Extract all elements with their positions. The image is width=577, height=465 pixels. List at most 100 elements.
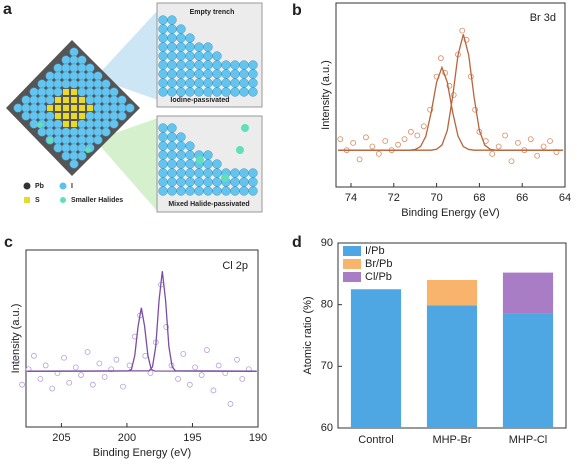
sphere: [176, 141, 186, 151]
sphere: [117, 103, 127, 113]
sphere: [221, 60, 231, 70]
sphere: [37, 87, 47, 97]
bar-segment: [426, 305, 478, 428]
sphere: [37, 79, 47, 89]
sphere: [21, 95, 31, 105]
sphere: [77, 127, 87, 137]
callout-text: Iodine-passivated: [170, 97, 229, 104]
sphere: [69, 79, 79, 89]
sphere: [158, 24, 168, 34]
sphere: [29, 95, 39, 105]
data-point: [101, 374, 108, 380]
data-point: [495, 143, 502, 150]
sulfur: [63, 89, 69, 95]
sphere: [69, 135, 79, 145]
sulfur: [63, 105, 69, 111]
sphere: [61, 151, 71, 161]
spheres: [6, 15, 258, 196]
sphere: [176, 150, 186, 160]
sphere: [53, 135, 63, 145]
sphere: [203, 69, 213, 79]
sphere: [212, 177, 222, 187]
sphere: [167, 69, 177, 79]
legend-icon: [59, 182, 67, 190]
x-tick-label: 70: [430, 192, 442, 204]
sphere: [212, 60, 222, 70]
sphere: [185, 78, 195, 88]
sphere: [203, 159, 213, 169]
sphere: [167, 51, 177, 61]
sphere: [212, 186, 222, 196]
data-point: [66, 379, 73, 386]
x-axis-label: Binding Energy (eV): [93, 447, 191, 459]
sphere: [239, 60, 249, 70]
sulfur: [47, 105, 53, 111]
sphere: [167, 78, 177, 88]
sphere: [185, 33, 195, 43]
small-halide: [47, 137, 53, 143]
sphere: [93, 127, 103, 137]
sphere: [221, 87, 231, 97]
sphere: [101, 87, 111, 97]
data-point: [547, 138, 553, 144]
sphere: [158, 15, 168, 25]
sphere: [85, 63, 95, 73]
data-point: [540, 143, 547, 150]
sphere: [185, 60, 195, 70]
bar-segment: [426, 280, 478, 306]
sphere: [167, 186, 177, 196]
sphere: [194, 168, 204, 178]
sphere: [77, 151, 87, 161]
data-point: [78, 372, 84, 378]
y-tick-label: 90: [321, 237, 333, 249]
sulfur: [71, 113, 77, 119]
x-tick-label: 64: [559, 192, 571, 204]
sphere: [125, 103, 135, 113]
sphere: [69, 55, 79, 65]
data-point: [210, 387, 217, 394]
sphere: [239, 87, 249, 97]
y-axis-label: Intensity (a.u.): [10, 304, 22, 374]
callout-connector: [95, 10, 158, 100]
sphere: [61, 71, 71, 81]
sphere: [167, 159, 177, 169]
data-point: [147, 370, 154, 377]
sphere: [85, 111, 95, 121]
sphere: [167, 60, 177, 70]
sphere: [176, 33, 186, 43]
sphere: [101, 103, 111, 113]
sphere: [101, 111, 111, 121]
sphere: [21, 103, 31, 113]
sphere: [212, 87, 222, 97]
sphere: [45, 71, 55, 81]
sphere: [93, 87, 103, 97]
sphere: [85, 127, 95, 137]
sphere: [29, 111, 39, 121]
sphere: [85, 119, 95, 129]
sphere: [194, 51, 204, 61]
sphere: [77, 143, 87, 153]
sphere: [85, 79, 95, 89]
sulfur: [63, 97, 69, 103]
small-halide: [85, 147, 91, 153]
sphere: [101, 95, 111, 105]
sphere: [158, 51, 168, 61]
sphere: [230, 69, 240, 79]
data-point: [553, 149, 560, 155]
sphere: [230, 177, 240, 187]
data-point: [401, 136, 408, 143]
sphere: [158, 141, 168, 151]
sphere: [158, 87, 168, 97]
sphere: [176, 78, 186, 88]
sphere: [167, 177, 177, 187]
sphere: [101, 119, 111, 129]
sphere: [167, 132, 177, 142]
sphere: [167, 168, 177, 178]
sphere: [176, 51, 186, 61]
data-point: [13, 358, 20, 365]
sulfur: [63, 121, 69, 127]
small-halide: [196, 156, 204, 164]
x-tick-label: MHP-Br: [432, 434, 471, 446]
y-axis-label: Intensity (a.u.): [320, 60, 332, 130]
legend-swatch: [343, 259, 361, 269]
